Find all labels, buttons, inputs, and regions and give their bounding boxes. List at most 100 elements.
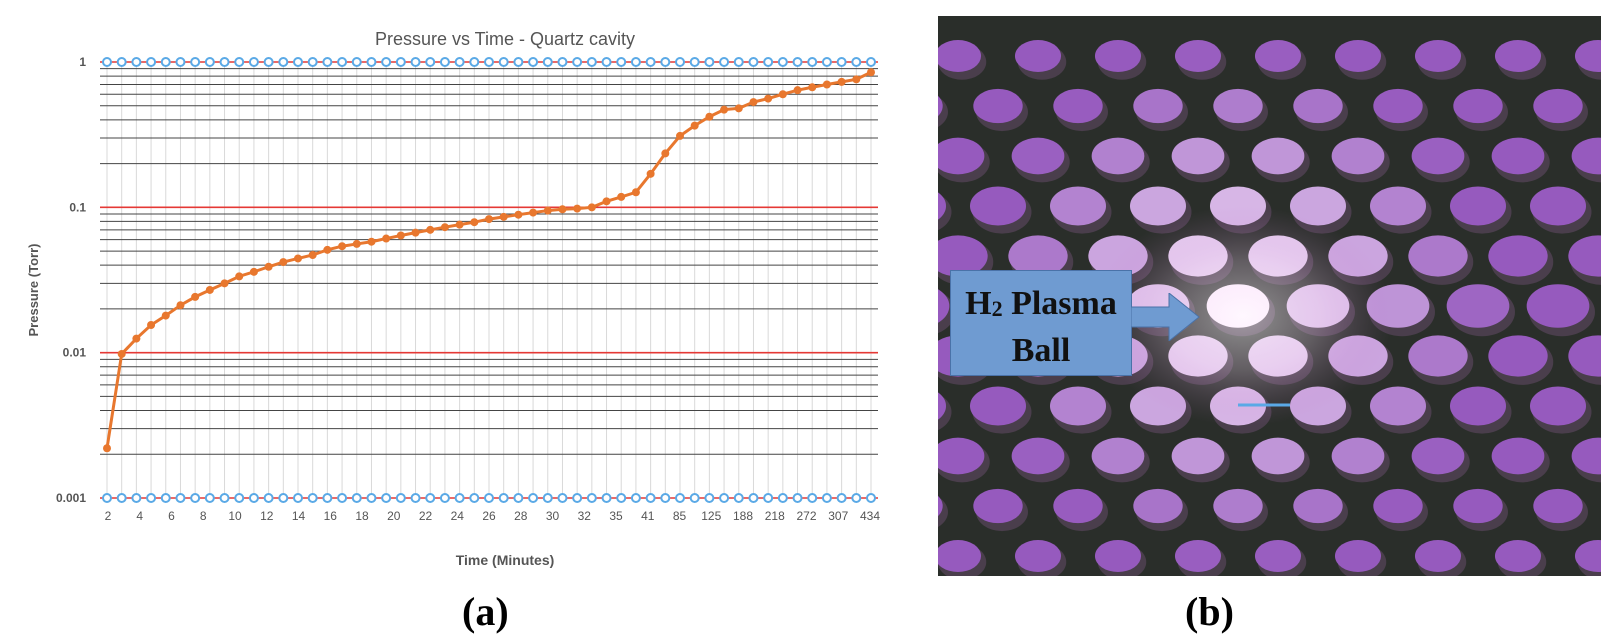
- data-point: [646, 169, 655, 178]
- data-point: [705, 112, 714, 121]
- border-marker: [160, 493, 171, 503]
- data-point: [440, 223, 449, 232]
- border-marker: [102, 57, 112, 67]
- data-point: [661, 149, 670, 158]
- border-marker: [645, 493, 656, 503]
- border-marker: [160, 57, 171, 67]
- border-marker: [102, 493, 112, 503]
- plate-hole: [1453, 488, 1503, 524]
- border-marker: [748, 57, 759, 67]
- data-point: [396, 231, 405, 240]
- plate-hole: [1533, 488, 1583, 524]
- border-marker: [116, 57, 127, 67]
- data-point: [455, 220, 464, 229]
- data-point: [573, 204, 582, 213]
- plate-hole: [1411, 437, 1465, 475]
- plate-hole: [1049, 386, 1107, 426]
- x-ticks: 2 4 6 8 10 12 14 16 18 20 22 24 26 28 30 32 35 41 85 125 188…: [105, 509, 881, 523]
- plate-hole: [1014, 39, 1062, 73]
- border-marker: [146, 57, 157, 67]
- border-marker: [528, 493, 539, 503]
- border-marker: [763, 57, 774, 67]
- data-point: [279, 258, 288, 267]
- data-point: [852, 75, 861, 84]
- border-marker: [337, 493, 348, 503]
- data-point: [235, 272, 244, 281]
- plate-hole: [1334, 39, 1382, 73]
- border-marker: [190, 493, 201, 503]
- plate-hole: [1053, 488, 1103, 524]
- y-axis-label: Pressure (Torr): [26, 244, 41, 337]
- border-marker: [777, 493, 788, 503]
- data-point: [749, 98, 758, 107]
- plate-hole: [1293, 488, 1343, 524]
- plate-hole: [938, 192, 947, 220]
- plate-hole: [1526, 284, 1590, 328]
- data-point: [720, 105, 729, 114]
- border-marker: [351, 493, 362, 503]
- plate-hole: [938, 289, 950, 323]
- x-tick-label: 188: [733, 509, 753, 523]
- plate-hole: [1053, 88, 1103, 124]
- data-point: [587, 203, 596, 212]
- data-point: [411, 228, 420, 237]
- y-ticks: 1 0.1 0.01 0.001: [56, 55, 86, 505]
- border-marker: [322, 57, 333, 67]
- plate-hole: [1213, 488, 1263, 524]
- caption-b: (b): [1185, 589, 1234, 634]
- data-point: [103, 444, 111, 453]
- plate-hole: [1488, 335, 1548, 377]
- data-point: [822, 80, 831, 89]
- plasma-ball-callout: H2 Plasma Ball: [950, 270, 1132, 376]
- callout-ball: Ball: [1011, 332, 1071, 369]
- data-point: [734, 104, 743, 113]
- y-tick-label: 0.001: [56, 491, 86, 505]
- border-marker: [484, 493, 494, 503]
- x-tick-label: 16: [324, 509, 338, 523]
- plate-hole: [1574, 539, 1601, 573]
- plate-hole: [1251, 437, 1305, 475]
- border-marker: [675, 493, 685, 503]
- border-marker: [616, 57, 627, 67]
- border-marker: [704, 57, 715, 67]
- plate-hole: [938, 495, 943, 517]
- x-tick-label: 12: [260, 509, 274, 523]
- plate-hole: [1049, 186, 1107, 226]
- arrow-icon: [1131, 293, 1200, 341]
- border-marker: [248, 57, 259, 67]
- data-point: [631, 188, 640, 197]
- x-tick-label: 10: [228, 509, 242, 523]
- plate-hole: [1494, 539, 1542, 573]
- border-marker: [601, 57, 612, 67]
- plate-hole: [1091, 437, 1145, 475]
- border-marker: [293, 57, 303, 67]
- y-tick-label: 0.1: [69, 200, 86, 214]
- data-point: [558, 205, 567, 214]
- data-point: [543, 206, 552, 215]
- plate-hole: [938, 392, 947, 420]
- data-point: [778, 90, 787, 99]
- data-point: [117, 349, 126, 358]
- border-marker: [293, 493, 303, 503]
- border-marker: [190, 57, 201, 67]
- border-marker: [131, 57, 142, 67]
- plate-hole: [1094, 539, 1142, 573]
- plasma-photo: H2 Plasma Ball: [938, 16, 1601, 576]
- plate-hole: [1488, 235, 1548, 277]
- data-point: [352, 239, 361, 248]
- border-marker: [248, 493, 259, 503]
- border-marker: [278, 57, 289, 67]
- x-tick-label: 24: [451, 509, 465, 523]
- border-marker: [351, 57, 362, 67]
- data-point: [205, 285, 214, 294]
- border-marker: [410, 57, 421, 67]
- border-marker: [498, 57, 509, 67]
- border-marker: [234, 493, 245, 503]
- plate-hole: [1574, 39, 1601, 73]
- x-tick-label: 18: [355, 509, 369, 523]
- data-point: [176, 301, 185, 310]
- plate-hole: [1568, 335, 1601, 377]
- x-tick-label: 85: [673, 509, 687, 523]
- border-marker: [425, 493, 436, 503]
- plate-hole: [1133, 488, 1183, 524]
